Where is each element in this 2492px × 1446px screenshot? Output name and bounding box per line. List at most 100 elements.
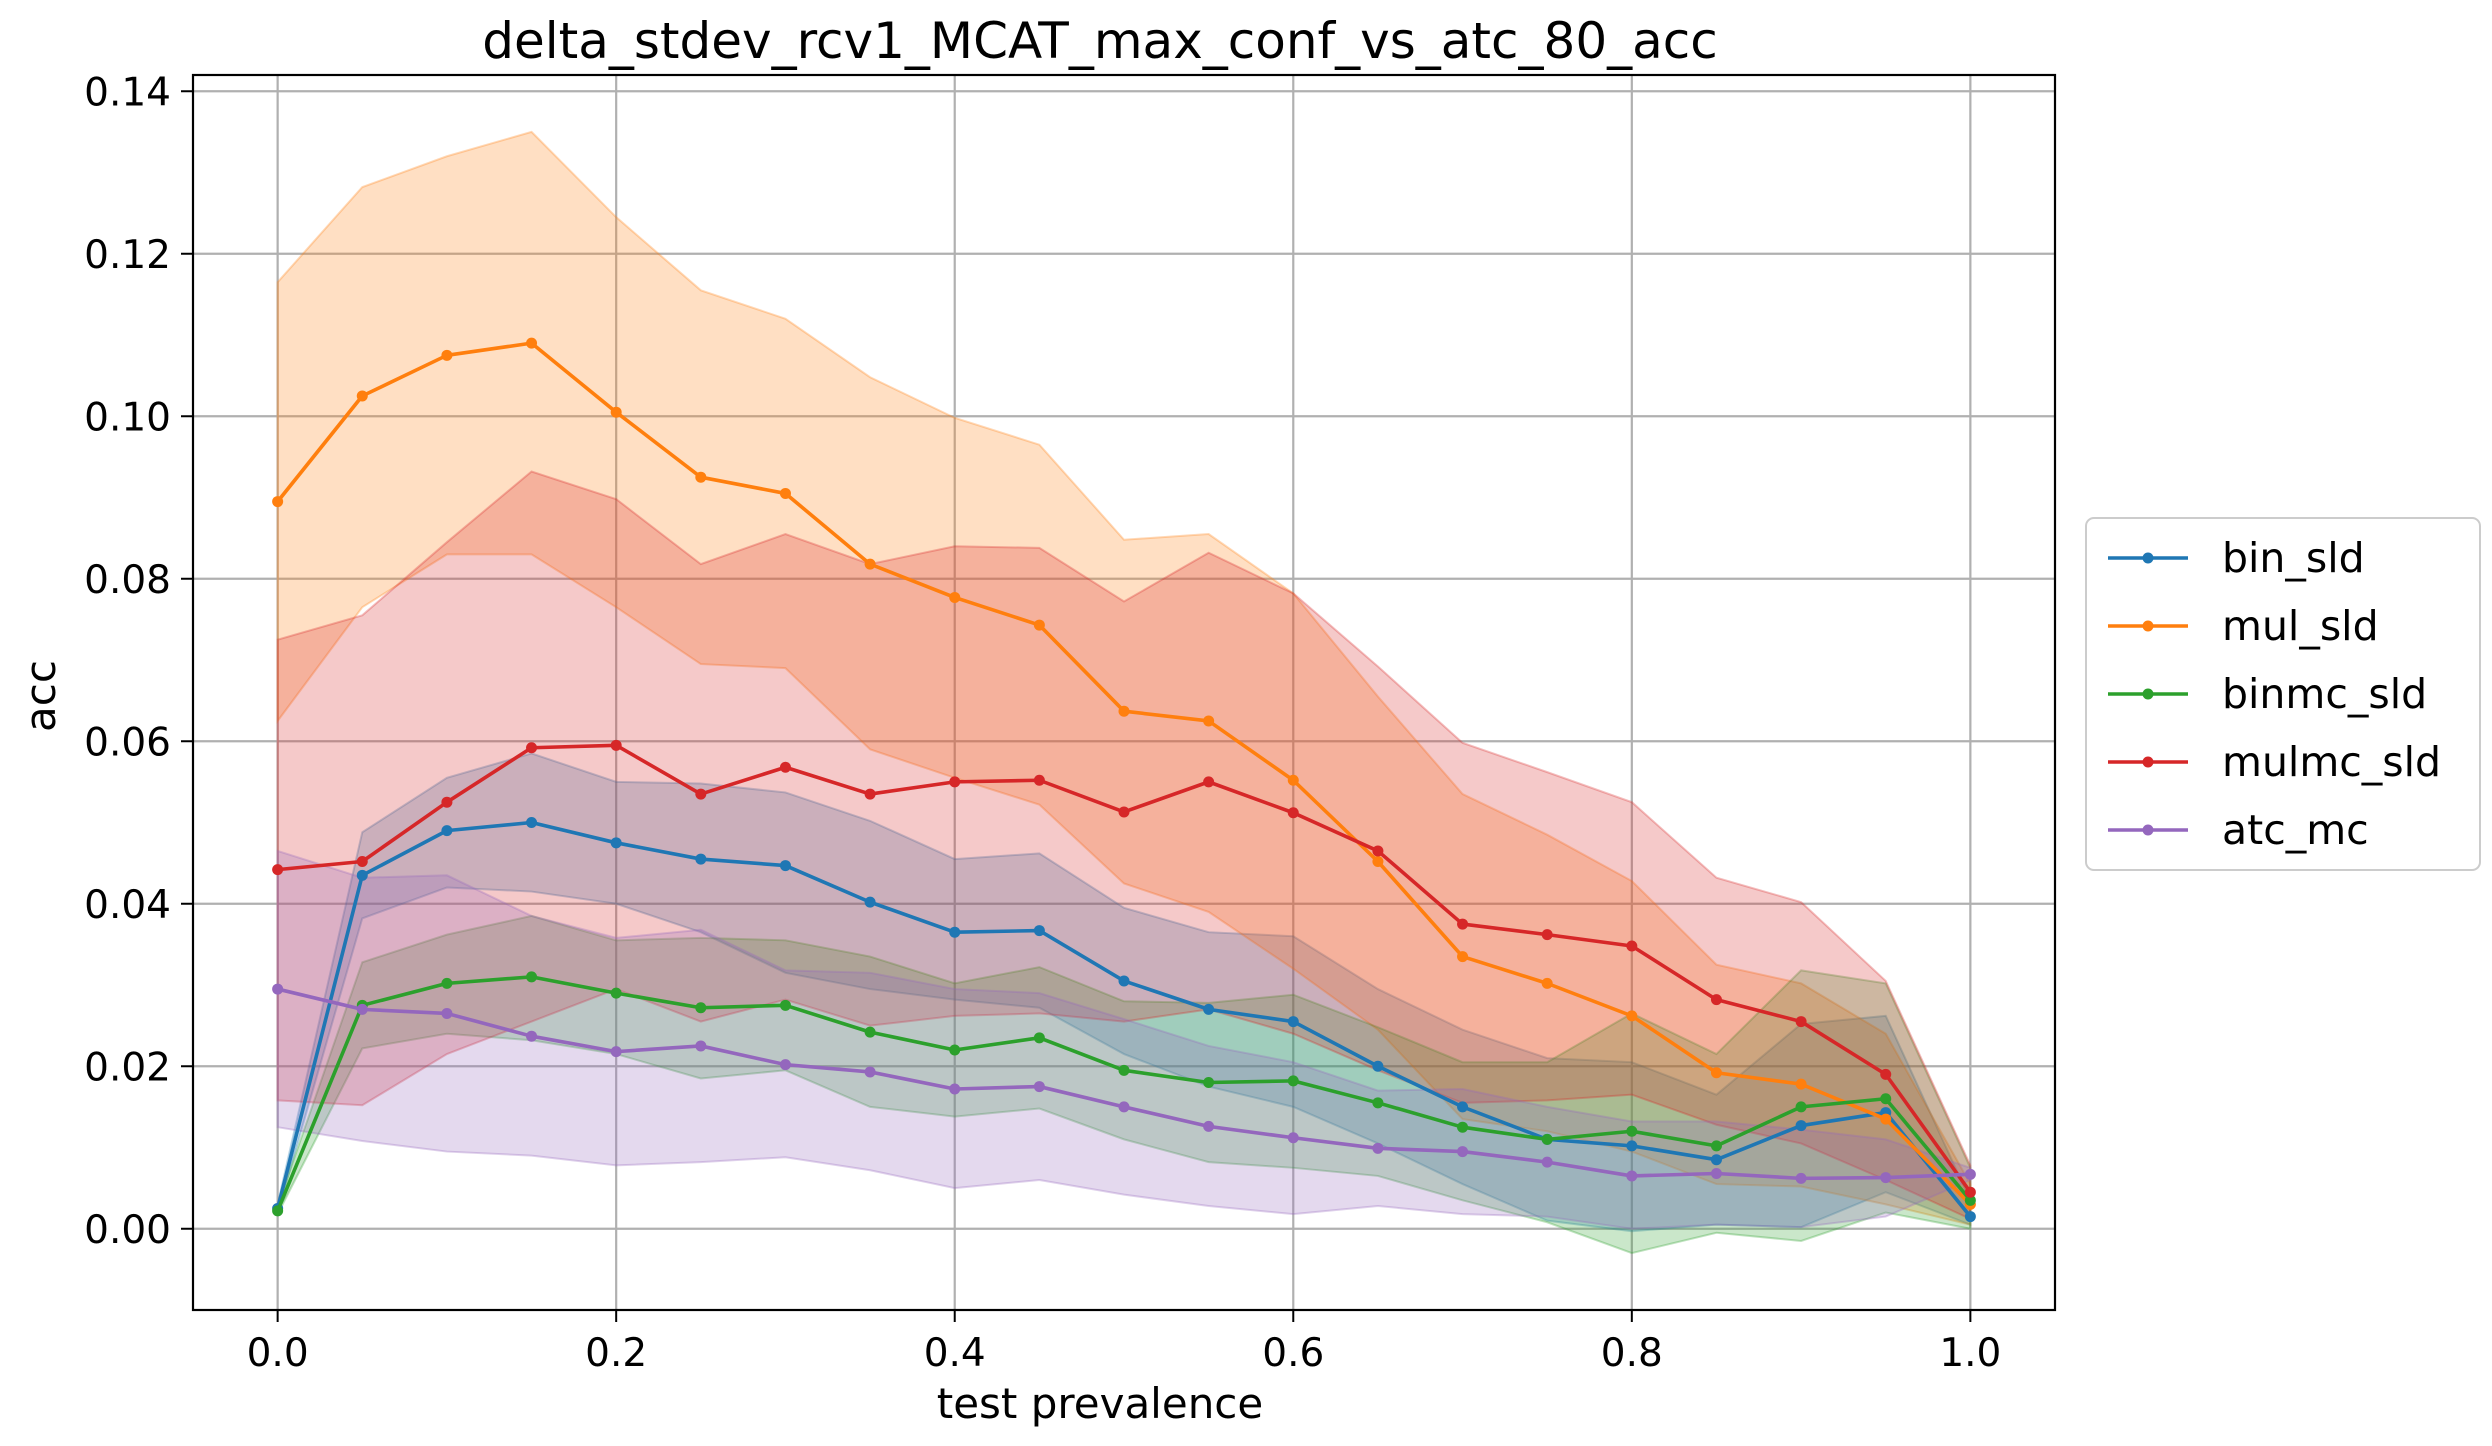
- y-tick-label: 0.02: [84, 1045, 171, 1090]
- point-bin_sld: [1372, 1060, 1384, 1072]
- point-bin_sld: [779, 860, 791, 872]
- point-mul_sld: [1457, 951, 1469, 963]
- point-mulmc_sld: [1372, 845, 1384, 857]
- point-mulmc_sld: [441, 796, 453, 808]
- point-binmc_sld: [610, 987, 622, 999]
- point-mul_sld: [526, 337, 538, 349]
- y-axis-label: acc: [16, 660, 65, 732]
- point-bin_sld: [1033, 925, 1045, 937]
- point-atc_mc: [1795, 1172, 1807, 1184]
- point-atc_mc: [1541, 1156, 1553, 1168]
- point-bin_sld: [441, 825, 453, 837]
- series-lines: [272, 337, 1976, 1223]
- point-mul_sld: [1118, 705, 1130, 717]
- legend-label-binmc_sld: binmc_sld: [2222, 670, 2427, 718]
- legend-box: [2085, 517, 2481, 871]
- point-mul_sld: [949, 591, 961, 603]
- legend-label-atc_mc: atc_mc: [2222, 806, 2369, 854]
- point-mulmc_sld: [1118, 806, 1130, 818]
- band-binmc_sld: [276, 914, 1972, 1255]
- point-binmc_sld: [695, 1002, 707, 1014]
- point-mulmc_sld: [356, 856, 368, 867]
- axis-ticks: 0.0 0.2 0.4 0.6 0.8 1.0 0.00 0.02 0.04 0.06 0.08 0.…: [84, 70, 2001, 1376]
- point-mulmc_sld: [1880, 1068, 1892, 1080]
- point-binmc_sld: [1372, 1097, 1384, 1109]
- point-atc_mc: [1372, 1142, 1384, 1154]
- point-atc_mc: [1287, 1132, 1299, 1144]
- point-atc_mc: [779, 1059, 791, 1071]
- point-mulmc_sld: [1033, 774, 1045, 786]
- x-tick-label: 1.0: [1939, 1331, 2001, 1376]
- point-atc_mc: [526, 1030, 538, 1042]
- point-binmc_sld: [1118, 1064, 1130, 1076]
- point-mulmc_sld: [1795, 1016, 1807, 1028]
- legend-marker-mul_sld: [2142, 620, 2154, 632]
- point-bin_sld: [1203, 1003, 1215, 1015]
- point-atc_mc: [1457, 1146, 1469, 1158]
- point-mul_sld: [1710, 1067, 1722, 1079]
- point-mul_sld: [864, 558, 876, 570]
- point-binmc_sld: [1964, 1194, 1976, 1206]
- point-mul_sld: [1372, 856, 1384, 867]
- y-tick-label: 0.14: [84, 70, 171, 115]
- point-mul_sld: [1287, 774, 1299, 786]
- point-atc_mc: [1964, 1168, 1976, 1180]
- point-bin_sld: [1118, 975, 1130, 987]
- point-mulmc_sld: [526, 742, 538, 754]
- point-atc_mc: [441, 1007, 453, 1019]
- point-bin_sld: [949, 926, 961, 938]
- legend-label-mul_sld: mul_sld: [2222, 602, 2379, 650]
- point-mulmc_sld: [1964, 1186, 1976, 1198]
- y-tick-label: 0.04: [84, 883, 171, 928]
- point-mul_sld: [1880, 1113, 1892, 1125]
- point-binmc_sld: [949, 1044, 961, 1056]
- point-binmc_sld: [272, 1205, 284, 1217]
- point-binmc_sld: [779, 999, 791, 1011]
- point-mul_sld: [272, 496, 284, 508]
- y-tick-label: 0.12: [84, 233, 171, 278]
- point-binmc_sld: [864, 1026, 876, 1038]
- point-mulmc_sld: [1203, 776, 1215, 788]
- point-binmc_sld: [1457, 1121, 1469, 1133]
- point-binmc_sld: [1033, 1032, 1045, 1044]
- point-atc_mc: [949, 1083, 961, 1095]
- point-binmc_sld: [441, 977, 453, 989]
- point-mul_sld: [1626, 1010, 1638, 1022]
- point-mul_sld: [1795, 1078, 1807, 1090]
- point-atc_mc: [864, 1066, 876, 1078]
- point-binmc_sld: [1287, 1075, 1299, 1087]
- x-tick-label: 0.6: [1262, 1331, 1324, 1376]
- point-bin_sld: [610, 837, 622, 849]
- point-bin_sld: [1287, 1016, 1299, 1028]
- point-atc_mc: [610, 1046, 622, 1058]
- point-mulmc_sld: [779, 761, 791, 773]
- point-atc_mc: [356, 1003, 368, 1015]
- point-mulmc_sld: [1541, 929, 1553, 941]
- point-bin_sld: [356, 869, 368, 881]
- point-mul_sld: [1541, 977, 1553, 989]
- y-tick-label: 0.10: [84, 395, 171, 440]
- band-mul_sld: [276, 130, 1972, 1226]
- grid: [193, 75, 2055, 1310]
- point-mulmc_sld: [695, 788, 707, 800]
- point-bin_sld: [526, 817, 538, 828]
- legend-marker-binmc_sld: [2142, 688, 2154, 700]
- point-binmc_sld: [1203, 1077, 1215, 1088]
- point-mul_sld: [779, 487, 791, 499]
- point-mul_sld: [610, 406, 622, 418]
- band-bin_sld: [276, 752, 1972, 1233]
- point-atc_mc: [1710, 1168, 1722, 1179]
- legend-marker-mulmc_sld: [2142, 756, 2154, 768]
- point-binmc_sld: [526, 971, 538, 983]
- x-tick-label: 0.0: [247, 1331, 309, 1376]
- legend-label-mulmc_sld: mulmc_sld: [2222, 738, 2441, 786]
- point-bin_sld: [864, 896, 876, 908]
- point-mulmc_sld: [864, 788, 876, 800]
- point-binmc_sld: [1541, 1133, 1553, 1145]
- point-atc_mc: [1203, 1120, 1215, 1132]
- point-bin_sld: [1626, 1140, 1638, 1152]
- point-atc_mc: [695, 1040, 707, 1052]
- point-bin_sld: [1795, 1120, 1807, 1132]
- point-mul_sld: [695, 471, 707, 483]
